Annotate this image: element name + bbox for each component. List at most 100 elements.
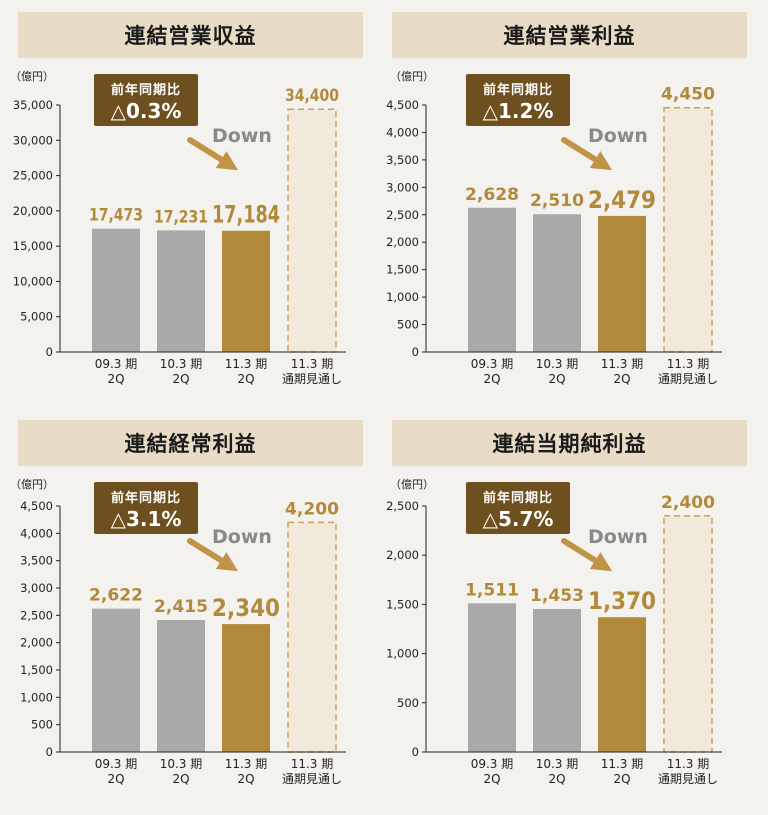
yoy-change-badge: 前年同期比 △0.3% xyxy=(94,74,198,126)
data-label: 1,370 xyxy=(588,587,656,615)
y-tick-label: 4,500 xyxy=(386,98,419,112)
down-arrow-icon xyxy=(561,538,604,567)
y-tick-label: 3,000 xyxy=(386,180,419,194)
y-tick-label: 2,000 xyxy=(20,636,53,650)
data-label: 1,511 xyxy=(465,580,519,600)
y-unit-label: （億円） xyxy=(10,478,54,491)
data-label: 2,622 xyxy=(89,586,143,606)
data-label: 17,231 xyxy=(154,207,208,227)
x-tick-label: 10.3 期 xyxy=(536,357,579,371)
x-tick-label: 2Q xyxy=(483,772,500,786)
down-label: Down xyxy=(588,526,648,548)
down-arrow-icon xyxy=(561,137,604,166)
y-tick-label: 1,000 xyxy=(20,690,53,704)
data-label: 1,453 xyxy=(530,586,584,606)
x-tick-label: 11.3 期 xyxy=(225,357,268,371)
x-tick-label: 2Q xyxy=(613,372,630,386)
x-tick-label: 11.3 期 xyxy=(601,757,644,771)
x-tick-label: 2Q xyxy=(107,772,124,786)
y-tick-label: 0 xyxy=(46,345,53,359)
bar xyxy=(533,609,581,752)
y-tick-label: 0 xyxy=(412,745,419,759)
x-tick-label: 11.3 期 xyxy=(291,757,334,771)
yoy-change-badge: 前年同期比 △5.7% xyxy=(466,482,570,534)
y-unit-label: （億円） xyxy=(10,70,54,83)
data-label: 4,200 xyxy=(285,499,339,519)
chart-panel-net-income: 連結当期純利益 （億円） 2,500 2,000 1,500 1,000 500 0 1,5… xyxy=(384,408,764,808)
x-tick-label: 通期見通し xyxy=(658,372,718,386)
y-tick-label: 3,500 xyxy=(20,554,53,568)
x-tick-label: 11.3 期 xyxy=(291,357,334,371)
x-tick-label: 10.3 期 xyxy=(160,357,203,371)
y-tick-label: 35,000 xyxy=(13,98,53,112)
down-arrow-icon xyxy=(187,137,230,166)
y-tick-label: 30,000 xyxy=(13,133,53,147)
y-tick-label: 500 xyxy=(31,718,53,732)
x-tick-label: 09.3 期 xyxy=(471,757,514,771)
yoy-badge-title: 前年同期比 xyxy=(482,491,553,506)
y-tick-label: 4,000 xyxy=(386,125,419,139)
bar xyxy=(533,214,581,352)
x-tick-label: 11.3 期 xyxy=(225,757,268,771)
yoy-badge-value: △1.2% xyxy=(482,99,554,123)
bar xyxy=(468,603,516,752)
data-label: 2,415 xyxy=(154,597,208,617)
bar xyxy=(468,207,516,352)
y-tick-label: 15,000 xyxy=(13,239,53,253)
x-tick-label: 2Q xyxy=(172,772,189,786)
bar xyxy=(92,608,140,752)
data-label: 2,400 xyxy=(661,493,715,513)
x-tick-label: 11.3 期 xyxy=(667,357,710,371)
down-arrow-head-icon xyxy=(589,552,613,572)
x-tick-label: 09.3 期 xyxy=(471,357,514,371)
x-tick-label: 11.3 期 xyxy=(601,357,644,371)
data-label: 2,479 xyxy=(588,186,656,214)
x-tick-label: 通期見通し xyxy=(658,772,718,786)
y-tick-label: 500 xyxy=(397,318,419,332)
yoy-badge-title: 前年同期比 xyxy=(110,83,181,98)
y-tick-label: 2,500 xyxy=(386,499,419,513)
down-label: Down xyxy=(212,526,272,548)
chart-title: 連結営業収益 xyxy=(18,12,363,58)
y-tick-label: 1,500 xyxy=(20,663,53,677)
x-tick-label: 通期見通し xyxy=(282,772,342,786)
x-tick-label: 2Q xyxy=(237,372,254,386)
y-tick-label: 20,000 xyxy=(13,204,53,218)
y-tick-label: 1,500 xyxy=(386,597,419,611)
x-tick-label: 2Q xyxy=(548,372,565,386)
bar-forecast xyxy=(663,106,713,353)
bar xyxy=(157,230,205,352)
y-tick-label: 2,000 xyxy=(386,235,419,249)
bar xyxy=(157,619,205,752)
chart-panel-revenue: 連結営業収益 （億円） 35,000 30,000 25,000 20,000 15,0… xyxy=(0,0,380,400)
y-tick-label: 10,000 xyxy=(13,274,53,288)
y-unit-label: （億円） xyxy=(390,70,434,83)
chart-panel-ordinary-profit: 連結経常利益 （億円） 4,500 4,000 3,500 3,000 2,500 2,0… xyxy=(0,408,380,808)
x-tick-label: 2Q xyxy=(483,372,500,386)
y-tick-label: 0 xyxy=(46,745,53,759)
x-tick-label: 2Q xyxy=(548,772,565,786)
chart-title: 連結経常利益 xyxy=(18,420,363,466)
bar-forecast xyxy=(287,521,337,753)
y-tick-label: 3,000 xyxy=(20,581,53,595)
yoy-badge-title: 前年同期比 xyxy=(482,83,553,98)
x-tick-label: 09.3 期 xyxy=(95,357,138,371)
y-tick-label: 3,500 xyxy=(386,153,419,167)
yoy-badge-value: △3.1% xyxy=(110,507,182,531)
x-tick-label: 2Q xyxy=(613,772,630,786)
yoy-badge-value: △0.3% xyxy=(110,99,182,123)
bar-chart: 4,500 4,000 3,500 3,000 2,500 2,000 1,500 1,000… xyxy=(386,85,722,386)
down-arrow-icon xyxy=(187,538,230,567)
x-tick-label: 2Q xyxy=(237,772,254,786)
x-tick-label: 10.3 期 xyxy=(536,757,579,771)
data-label: 17,184 xyxy=(212,201,280,229)
down-arrow-head-icon xyxy=(589,151,613,171)
bar-forecast xyxy=(287,108,337,353)
y-tick-label: 5,000 xyxy=(20,310,53,324)
chart-panel-operating-profit: 連結営業利益 （億円） 4,500 4,000 3,500 3,000 2,500 2,0… xyxy=(384,0,764,400)
x-tick-label: 2Q xyxy=(172,372,189,386)
data-label: 34,400 xyxy=(285,86,339,106)
y-tick-label: 0 xyxy=(412,345,419,359)
y-tick-label: 2,500 xyxy=(386,208,419,222)
